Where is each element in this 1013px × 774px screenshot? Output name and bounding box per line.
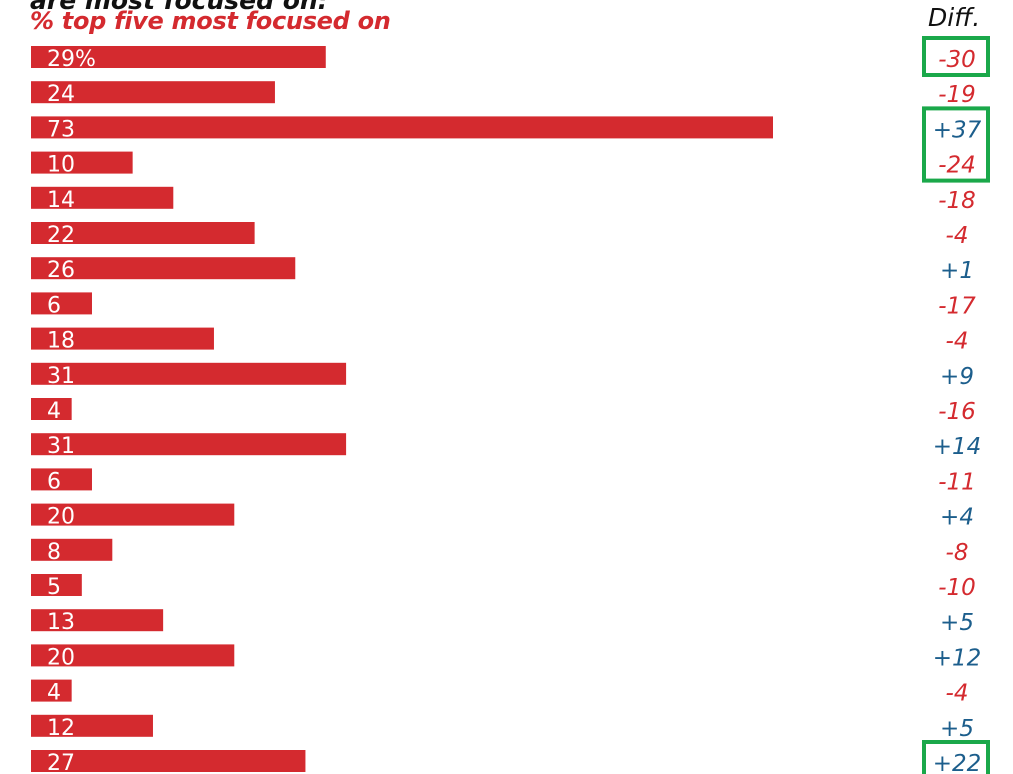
diff-value: -10: [938, 575, 976, 601]
diff-column-header: Diff.: [928, 3, 981, 32]
diff-value: -16: [938, 399, 976, 425]
diff-value: -19: [938, 82, 976, 108]
bar: [31, 46, 326, 68]
bar: [31, 574, 82, 596]
bar: [31, 257, 296, 280]
bar: [31, 538, 113, 561]
diff-value: -8: [946, 540, 969, 566]
bar-value-label: 20: [47, 645, 75, 670]
bar: [31, 433, 347, 456]
highlight-box: [922, 740, 990, 774]
chart-title: are most focused on:: [30, 0, 328, 15]
bar: [31, 609, 164, 632]
highlight-box: [922, 106, 990, 183]
diff-column: -30 -19 +37 -24 -18 -4 +1 -17 -4 +9 -16 +14 -11 +4 -8 -…: [933, 47, 982, 774]
bar: [31, 398, 72, 420]
bar-value-label: 31: [47, 364, 75, 389]
highlight-boxes: [922, 36, 990, 774]
bar: [31, 679, 72, 702]
chart-subtitle: % top five most focused on: [30, 7, 391, 35]
bar-value-label: 10: [47, 153, 75, 178]
diff-value: +4: [940, 505, 974, 531]
bar-value-label: 14: [47, 188, 75, 213]
diff-value: -18: [938, 188, 976, 214]
diff-value: +37: [933, 117, 982, 143]
bar-value-label: 6: [47, 469, 61, 494]
bar-value-label: 13: [47, 610, 75, 635]
bar: [31, 468, 92, 491]
bar-value-label: 8: [47, 540, 61, 565]
diff-value: -11: [938, 469, 976, 495]
diff-value: +5: [940, 610, 974, 636]
bar-value-label: 31: [47, 434, 75, 459]
diff-value: +5: [940, 716, 974, 742]
bar-value-label: 12: [47, 716, 75, 741]
bar-value-label: 73: [47, 117, 75, 142]
bars-group: 29% 24 73 10 14 22 26 6 18 31 4 31 6 20 8 5 13 20 4 12 27: [31, 46, 773, 774]
bar: [31, 81, 275, 104]
diff-value: -4: [946, 329, 969, 355]
diff-value: +14: [933, 434, 982, 460]
bar: [31, 222, 255, 244]
bar-value-label: 22: [47, 223, 75, 248]
bar: [31, 644, 235, 667]
bar-value-label: 18: [47, 329, 75, 354]
bar: [31, 151, 133, 174]
bar-value-label: 5: [47, 575, 61, 600]
diff-value: -30: [938, 47, 976, 73]
bar: [31, 116, 773, 139]
bar-value-label: 26: [47, 258, 75, 283]
bar-value-label: 4: [47, 399, 61, 424]
bar: [31, 503, 235, 526]
bar-value-label: 29%: [47, 47, 96, 72]
diff-value: +1: [940, 258, 974, 284]
diff-value: -17: [938, 293, 976, 319]
diff-value: -4: [946, 681, 969, 707]
bar: [31, 714, 153, 737]
bar: [31, 327, 214, 350]
bar-value-label: 27: [47, 751, 75, 774]
highlight-box: [922, 36, 990, 77]
bar: [31, 362, 347, 385]
diff-value: +22: [933, 751, 982, 774]
diff-value: +12: [933, 645, 982, 671]
bar: [31, 292, 92, 315]
bar: [31, 186, 174, 209]
bar: [31, 750, 306, 772]
bar-value-label: 20: [47, 505, 75, 530]
bar-value-label: 4: [47, 681, 61, 706]
diff-value: -24: [938, 153, 976, 179]
bar-value-label: 24: [47, 82, 75, 107]
bar-value-label: 6: [47, 293, 61, 318]
diff-value: -4: [946, 223, 969, 249]
diff-value: +9: [940, 364, 974, 390]
